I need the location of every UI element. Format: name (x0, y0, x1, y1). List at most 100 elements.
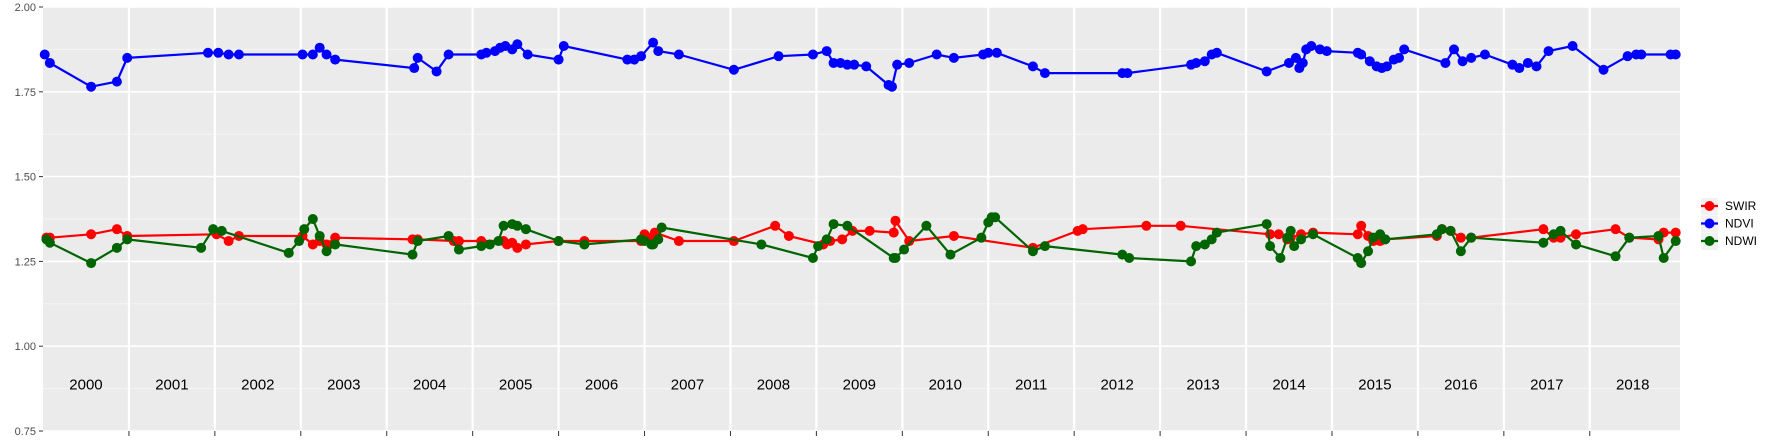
data-point-ndvi (828, 57, 839, 68)
data-point-ndwi (1538, 237, 1549, 248)
data-point-ndwi (453, 244, 464, 255)
data-point-ndwi (1380, 234, 1391, 245)
data-point-ndwi (196, 242, 207, 253)
data-point-ndvi (773, 51, 784, 62)
data-point-swir (890, 215, 901, 226)
data-point-ndwi (86, 258, 97, 269)
data-point-ndvi (307, 49, 318, 60)
data-point-ndwi (990, 212, 1001, 223)
data-point-ndvi (553, 54, 564, 65)
data-point-ndwi (945, 249, 956, 260)
data-point-ndvi (122, 52, 133, 63)
data-point-ndvi (636, 51, 647, 62)
data-point-swir (1571, 229, 1582, 240)
data-point-ndwi (443, 230, 454, 241)
data-point-ndwi (216, 225, 227, 236)
year-label: 2013 (1186, 377, 1219, 394)
year-label: 2017 (1530, 377, 1563, 394)
data-point-ndwi (842, 220, 853, 231)
data-point-ndwi (111, 242, 122, 253)
year-labels: 2000 2001 2002 2003 2004 2005 2006 2007 2008 2009… (69, 377, 1649, 394)
data-point-ndwi (208, 224, 219, 235)
data-point-ndwi (890, 253, 901, 264)
data-point-swir (1352, 229, 1363, 240)
data-point-ndvi (648, 37, 659, 48)
data-point-swir (770, 220, 781, 231)
data-point-ndwi (1610, 251, 1621, 262)
data-point-ndvi (1598, 64, 1609, 75)
data-point-swir (1670, 227, 1681, 238)
data-point-ndvi (558, 41, 569, 52)
data-point-swir (1077, 224, 1088, 235)
data-point-ndvi (842, 59, 853, 70)
year-label: 2008 (757, 377, 790, 394)
data-point-ndvi (1191, 57, 1202, 68)
data-point-ndwi (553, 236, 564, 247)
data-point-ndvi (1356, 49, 1367, 60)
data-point-ndwi (1285, 225, 1296, 236)
legend-key-point (1704, 218, 1715, 229)
y-tick-label: 0.75 (15, 426, 36, 438)
data-point-ndvi (1567, 41, 1578, 52)
data-point-ndwi (476, 241, 487, 252)
data-point-swir (1356, 220, 1367, 231)
data-point-ndvi (412, 52, 423, 63)
data-point-swir (1265, 229, 1276, 240)
data-point-ndwi (1455, 246, 1466, 257)
legend-label: SWIR (1725, 199, 1757, 213)
y-tick-label: 1.25 (15, 256, 36, 268)
data-point-ndwi (821, 234, 832, 245)
y-axis: 0.75 1.00 1.25 1.50 1.75 2.00 (15, 2, 43, 438)
data-point-ndvi (1394, 52, 1405, 63)
legend-item-ndvi: NDVI (1701, 215, 1754, 233)
data-point-ndvi (111, 76, 122, 87)
data-point-ndwi (1308, 229, 1319, 240)
data-point-swir (864, 225, 875, 236)
data-point-ndvi (1636, 49, 1647, 60)
data-point-ndwi (656, 222, 667, 233)
data-point-ndvi (991, 47, 1002, 58)
data-point-ndvi (1514, 63, 1525, 74)
year-label: 2011 (1015, 377, 1047, 394)
legend-key-point (1704, 201, 1715, 211)
data-point-swir (86, 229, 97, 240)
data-point-ndvi (904, 57, 915, 68)
data-point-ndvi (443, 49, 454, 60)
data-point-ndvi (1122, 68, 1133, 79)
data-point-ndwi (1466, 232, 1477, 243)
data-point-ndwi (520, 224, 531, 235)
data-point-ndvi (431, 66, 442, 77)
data-point-ndvi (887, 81, 898, 92)
y-tick-label: 1.50 (15, 172, 36, 184)
data-point-ndwi (1436, 224, 1447, 235)
data-point-ndvi (1479, 49, 1490, 60)
legend-item-swir: SWIR (1701, 198, 1757, 215)
data-point-swir (1610, 224, 1621, 235)
data-point-swir (837, 234, 848, 245)
year-label: 2014 (1272, 377, 1305, 394)
data-point-ndvi (728, 64, 739, 75)
data-point-ndvi (297, 49, 308, 60)
data-point-ndwi (1555, 225, 1566, 236)
year-label: 2005 (499, 377, 532, 394)
year-label: 2004 (413, 377, 446, 394)
data-point-ndvi (861, 61, 872, 72)
data-point-ndvi (1261, 66, 1272, 77)
data-point-ndvi (849, 59, 860, 70)
data-point-ndwi (807, 253, 818, 264)
legend-label: NDVI (1725, 217, 1754, 231)
data-point-swir (1455, 232, 1466, 243)
data-point-ndvi (1211, 47, 1222, 58)
data-point-swir (453, 236, 464, 247)
data-point-ndvi (1670, 49, 1681, 60)
data-point-ndvi (1543, 46, 1554, 57)
data-point-ndwi (412, 236, 423, 247)
data-point-ndvi (233, 49, 244, 60)
data-point-ndvi (948, 52, 959, 63)
data-point-ndvi (39, 49, 50, 60)
data-point-ndwi (1275, 253, 1286, 264)
data-point-ndwi (899, 244, 910, 255)
y-tick-label: 2.00 (15, 2, 36, 14)
data-point-ndwi (1356, 258, 1367, 269)
